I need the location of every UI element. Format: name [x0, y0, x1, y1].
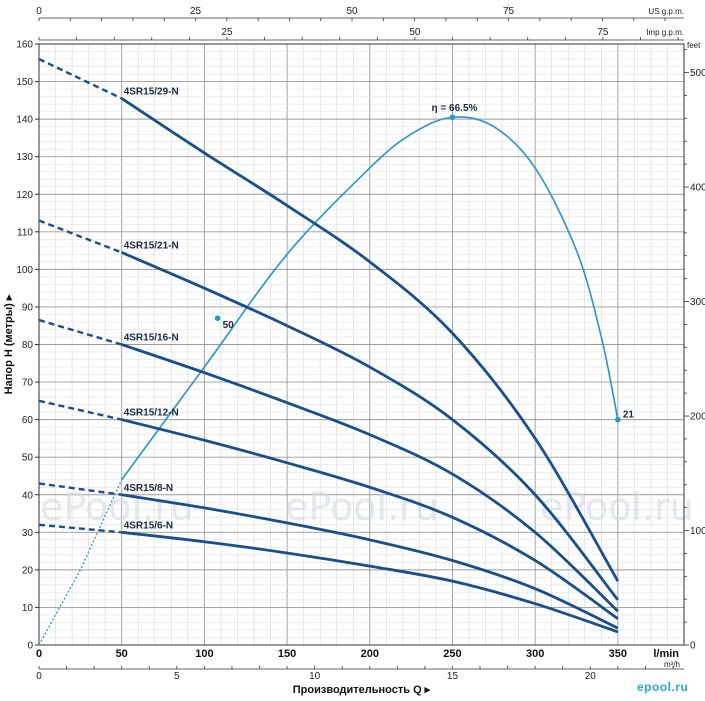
- x-lmin-tick-label: 50: [116, 648, 128, 660]
- right-feet-tick-label: 300: [690, 297, 705, 308]
- efficiency-point-label: 50: [223, 320, 235, 331]
- series-line: [121, 418, 619, 620]
- y-tick-label: 40: [22, 490, 34, 501]
- x-lmin-unit: l/min: [653, 648, 679, 660]
- series-line: [121, 343, 619, 613]
- right-feet-tick-label: 0: [690, 641, 696, 652]
- right-feet-tick-label: 200: [690, 412, 705, 423]
- series-label: 4SR15/6-N: [124, 520, 173, 531]
- y-tick-label: 80: [22, 340, 34, 351]
- series-label: 4SR15/29-N: [124, 86, 179, 97]
- efficiency-point: [615, 416, 621, 423]
- series-dashed-segment: [38, 318, 123, 346]
- series-dashed-segment: [38, 482, 122, 496]
- series-dashed-segment: [38, 399, 122, 421]
- y-tick-label: 140: [16, 115, 33, 126]
- x-m3h-tick-label: 10: [309, 671, 321, 682]
- y-tick-label: 110: [17, 227, 33, 238]
- watermark-text: ePool.ru: [285, 485, 439, 529]
- x-lmin-tick-label: 350: [609, 648, 627, 660]
- efficiency-point: [214, 315, 221, 322]
- y-tick-label: 60: [22, 415, 34, 426]
- series-line: [121, 493, 619, 630]
- y-tick-label: 120: [16, 190, 33, 201]
- x-m3h-tick-label: 15: [447, 671, 459, 682]
- x-m3h-tick-label: 0: [36, 671, 42, 682]
- y-tick-label: 70: [22, 378, 34, 389]
- series-line: [121, 530, 619, 634]
- series-label: 4SR15/16-N: [124, 333, 179, 344]
- top-imp-tick-label: 75: [597, 27, 609, 38]
- x-lmin-tick-label: 300: [526, 648, 544, 660]
- x-m3h-tick-label: 5: [174, 671, 180, 682]
- series-line: [121, 251, 619, 601]
- right-feet-unit: feet: [687, 41, 701, 50]
- y-tick-label: 0: [27, 641, 33, 652]
- y-tick-label: 50: [22, 453, 34, 464]
- y-tick-label: 20: [22, 565, 34, 576]
- top-us-tick-label: 75: [503, 6, 515, 17]
- series-label: 4SR15/8-N: [124, 483, 173, 494]
- y-tick-label: 130: [16, 152, 33, 163]
- x-lmin-tick-label: 0: [36, 648, 42, 660]
- right-feet-tick-label: 500: [690, 68, 705, 79]
- x-m3h-tick-label: 20: [585, 671, 597, 682]
- right-feet-tick-label: 400: [690, 183, 705, 194]
- site-logo: epool.ru: [637, 680, 697, 694]
- watermark-text: ePool.ru: [40, 485, 194, 529]
- efficiency-point-label: 21: [623, 410, 635, 421]
- efficiency-curve-dashed: [38, 479, 123, 646]
- top-us-tick-label: 25: [190, 6, 202, 17]
- y-tick-label: 150: [16, 77, 33, 88]
- top-imp-tick-label: 25: [221, 27, 233, 38]
- top-us-unit: US g.p.m.: [648, 7, 684, 16]
- x-axis-label: Производительность Q ▸: [293, 684, 431, 696]
- right-feet-tick-label: 100: [690, 526, 705, 537]
- efficiency-curve: [121, 116, 619, 481]
- y-tick-label: 90: [22, 302, 34, 313]
- y-tick-label: 100: [16, 265, 33, 276]
- top-imp-tick-label: 50: [409, 27, 421, 38]
- series-label: 4SR15/12-N: [124, 408, 179, 419]
- series-label: 4SR15/21-N: [124, 240, 179, 251]
- y-axis-label: Напор H (метры) ▸: [3, 294, 15, 394]
- x-m3h-unit: m³/h: [664, 660, 680, 669]
- top-us-tick-label: 0: [36, 6, 42, 17]
- series-dashed-segment: [38, 219, 123, 254]
- x-lmin-tick-label: 250: [443, 648, 461, 660]
- x-lmin-tick-label: 200: [361, 648, 379, 660]
- series-dashed-segment: [38, 523, 122, 534]
- x-lmin-tick-label: 100: [195, 648, 213, 660]
- watermark-text: ePool.ru: [540, 485, 694, 529]
- top-us-tick-label: 50: [346, 6, 358, 17]
- top-imp-unit: Imp g.p.m.: [646, 28, 684, 37]
- series-line: [120, 97, 620, 582]
- y-tick-label: 30: [22, 528, 34, 539]
- x-lmin-tick-label: 150: [278, 648, 296, 660]
- series-dashed-segment: [38, 57, 123, 100]
- efficiency-point-label: η = 66.5%: [432, 103, 478, 114]
- efficiency-point: [449, 114, 456, 121]
- y-tick-label: 10: [22, 603, 34, 614]
- y-tick-label: 160: [16, 40, 33, 51]
